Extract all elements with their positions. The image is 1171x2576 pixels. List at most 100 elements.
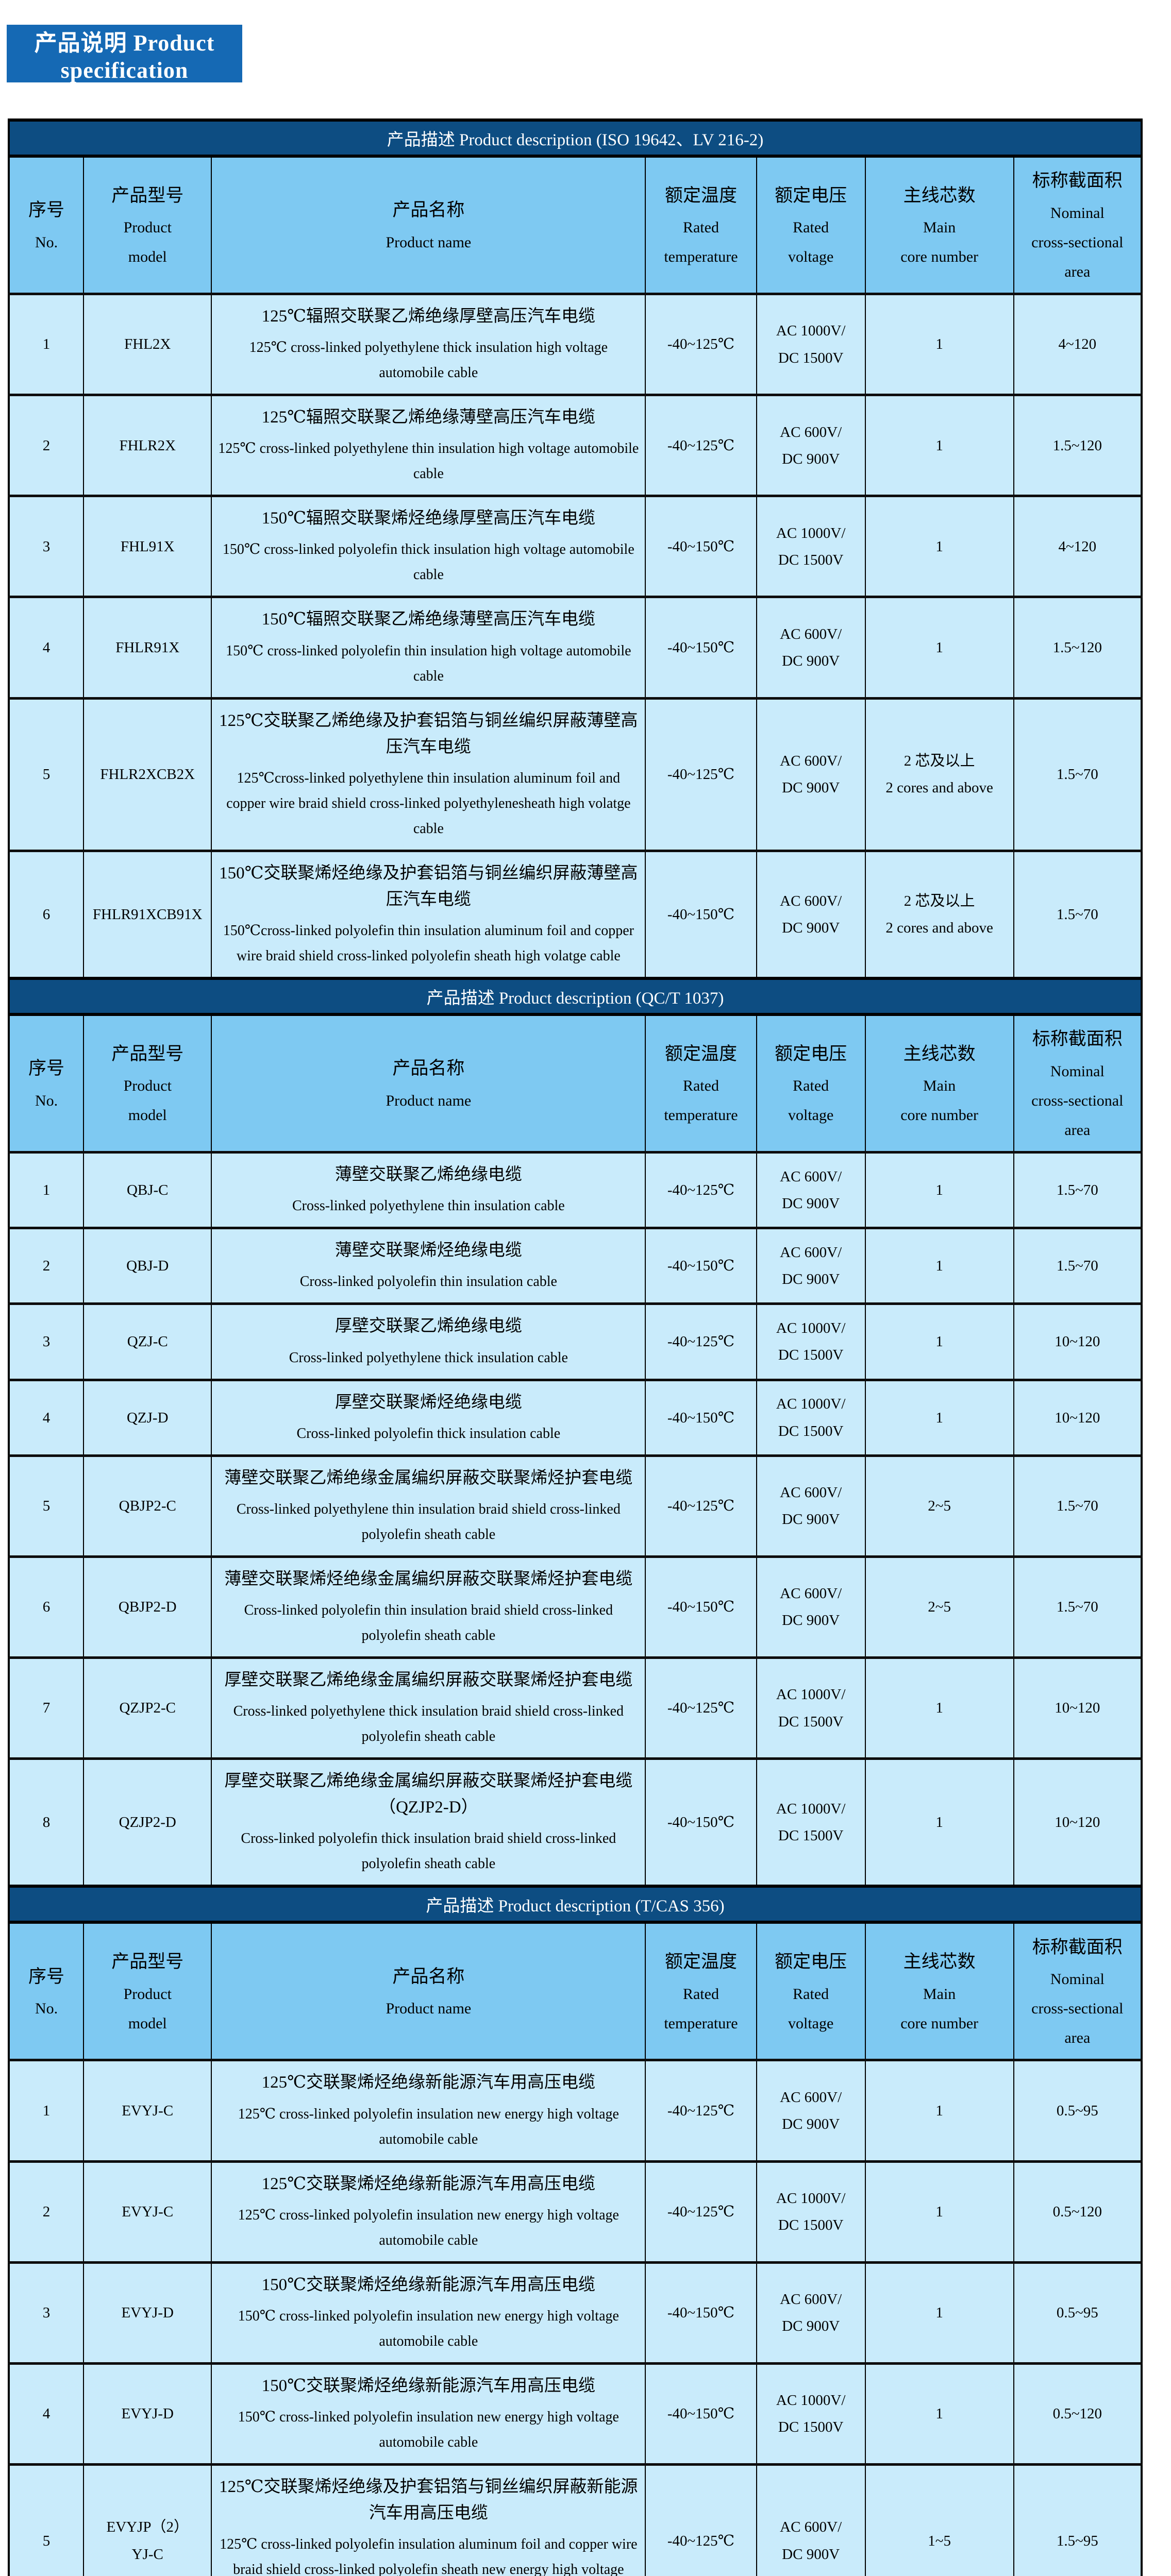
column-header-en: Product model (123, 219, 172, 266)
cell-cores: 1 (864, 2261, 1014, 2365)
product-name-en: Cross-linked polyethylene thin insulatio… (236, 1501, 621, 1543)
cell-temperature: -40~125℃ (645, 1454, 757, 1558)
cell-voltage: AC 600V/ DC 900V (756, 1151, 866, 1230)
column-header: 额定电压 Rated voltage (756, 1014, 866, 1153)
product-name-zh: 150℃辐照交联聚烯烃绝缘厚壁高压汽车电缆 (261, 509, 596, 528)
column-header: 额定温度 Rated temperature (645, 1014, 757, 1153)
table-row: 5 EVYJP（2） YJ-C 125℃交联聚烯烃绝缘及护套铝箔与铜丝编织屏蔽新能源… (8, 2463, 1143, 2576)
cell-name: 125℃辐照交联聚乙烯绝缘薄壁高压汽车电缆 125℃ cross-linked p… (211, 394, 646, 498)
column-header: 标称截面积 Nominal cross-sectional area (1013, 156, 1143, 295)
cell-name: 厚壁交联聚乙烯绝缘电缆 Cross-linked polyethylene thi… (211, 1302, 646, 1381)
cell-voltage: AC 600V/ DC 900V (756, 394, 866, 498)
cell-name: 125℃交联聚烯烃绝缘新能源汽车用高压电缆 125℃ cross-linked p… (211, 2059, 646, 2163)
cell-temperature: -40~150℃ (645, 596, 757, 700)
cell-cores: 1 (864, 2160, 1014, 2264)
column-header-en: Rated temperature (664, 1985, 738, 2032)
cell-temperature: -40~150℃ (645, 2261, 757, 2365)
cell-model: FHLR2X (83, 394, 212, 498)
cell-no: 8 (8, 1757, 85, 1888)
table-row: 2 EVYJ-C 125℃交联聚烯烃绝缘新能源汽车用高压电缆 125℃ cross-l… (8, 2160, 1143, 2264)
column-header: 产品名称 Product name (211, 156, 646, 295)
cell-name: 150℃交联聚烯烃绝缘新能源汽车用高压电缆 150℃ cross-linked p… (211, 2362, 646, 2466)
column-header-en: Main core number (900, 219, 978, 266)
table-row: 6 QBJP2-D 薄壁交联聚烯烃绝缘金属编织屏蔽交联聚烯烃护套电缆 Cross-li… (8, 1555, 1143, 1659)
cell-name: 150℃交联聚烯烃绝缘及护套铝箔与铜丝编织屏蔽薄壁高压汽车电缆 150℃cross… (211, 849, 646, 980)
cell-no: 1 (8, 1151, 85, 1230)
cell-area: 0.5~95 (1013, 2261, 1143, 2365)
cell-model: QBJP2-D (83, 1555, 212, 1659)
cell-no: 4 (8, 596, 85, 700)
cell-model: FHLR91XCB91X (83, 849, 212, 980)
column-header: 额定电压 Rated voltage (756, 1922, 866, 2061)
cell-name: 薄壁交联聚烯烃绝缘金属编织屏蔽交联聚烯烃护套电缆 Cross-linked pol… (211, 1555, 646, 1659)
cell-cores: 1 (864, 292, 1014, 397)
cell-name: 薄壁交联聚烯烃绝缘电缆 Cross-linked polyolefin thin … (211, 1227, 646, 1306)
cell-area: 0.5~120 (1013, 2362, 1143, 2466)
cell-model: QBJP2-C (83, 1454, 212, 1558)
cell-temperature: -40~150℃ (645, 849, 757, 980)
product-name-zh: 150℃辐照交联聚乙烯绝缘薄壁高压汽车电缆 (261, 610, 596, 629)
cell-model: EVYJ-D (83, 2261, 212, 2365)
cell-voltage: AC 1000V/ DC 1500V (756, 1656, 866, 1760)
cell-cores: 1 (864, 1656, 1014, 1760)
product-spec-tables: 产品描述 Product description (ISO 19642、LV 2… (8, 118, 1143, 2576)
cell-name: 125℃辐照交联聚乙烯绝缘厚壁高压汽车电缆 125℃ cross-linked p… (211, 292, 646, 397)
cell-name: 150℃辐照交联聚烯烃绝缘厚壁高压汽车电缆 150℃ cross-linked p… (211, 495, 646, 599)
cell-voltage: AC 600V/ DC 900V (756, 2463, 866, 2576)
column-header: 产品型号 Product model (83, 1014, 212, 1153)
cell-voltage: AC 1000V/ DC 1500V (756, 1757, 866, 1888)
cell-model: QBJ-D (83, 1227, 212, 1306)
column-header: 主线芯数 Main core number (864, 1014, 1014, 1153)
cell-no: 2 (8, 1227, 85, 1306)
column-header-zh: 标称截面积 (1032, 1937, 1123, 1957)
cell-voltage: AC 600V/ DC 900V (756, 697, 866, 852)
cell-model: FHL91X (83, 495, 212, 599)
product-name-en: Cross-linked polyolefin thick insulation… (296, 1425, 561, 1442)
column-header-zh: 序号 (28, 1058, 65, 1079)
table-row: 2 QBJ-D 薄壁交联聚烯烃绝缘电缆 Cross-linked polyolefin… (8, 1227, 1143, 1306)
cell-no: 3 (8, 1302, 85, 1381)
cell-no: 4 (8, 2362, 85, 2466)
column-header-zh: 产品名称 (392, 1058, 465, 1079)
cell-area: 1.5~95 (1013, 2463, 1143, 2576)
cell-voltage: AC 1000V/ DC 1500V (756, 1378, 866, 1457)
cell-model: EVYJ-D (83, 2362, 212, 2466)
column-header-zh: 额定温度 (664, 1043, 737, 1064)
cell-cores: 1 (864, 1757, 1014, 1888)
cell-no: 3 (8, 495, 85, 599)
cell-name: 厚壁交联聚乙烯绝缘金属编织屏蔽交联聚烯烃护套电缆 Cross-linked pol… (211, 1656, 646, 1760)
cell-no: 2 (8, 394, 85, 498)
cell-temperature: -40~150℃ (645, 1757, 757, 1888)
cell-voltage: AC 600V/ DC 900V (756, 1555, 866, 1659)
product-name-zh: 150℃交联聚烯烃绝缘新能源汽车用高压电缆 (261, 2376, 596, 2395)
product-name-en: 150℃ cross-linked polyolefin insulation … (238, 2409, 619, 2450)
column-header-zh: 产品型号 (111, 1952, 184, 1972)
product-name-en: Cross-linked polyethylene thick insulati… (289, 1349, 568, 1366)
section-title: 产品描述 Product description (ISO 19642、LV 2… (8, 118, 1142, 158)
cell-area: 1.5~70 (1013, 1454, 1143, 1558)
cell-model: QZJP2-C (83, 1656, 212, 1760)
cell-no: 7 (8, 1656, 85, 1760)
product-name-en: 150℃ cross-linked polyolefin insulation … (238, 2308, 619, 2349)
product-name-en: 125℃ cross-linked polyolefin insulation … (238, 2106, 619, 2147)
product-name-en: 125℃ cross-linked polyethylene thin insu… (218, 440, 639, 482)
page-title: 产品说明 Product specification (7, 25, 242, 83)
cell-no: 4 (8, 1378, 85, 1457)
column-header: 序号 No. (8, 1922, 85, 2061)
column-header-en: Product model (123, 1077, 172, 1124)
section-title: 产品描述 Product description (T/CAS 356) (8, 1885, 1142, 1924)
column-header-en: Main core number (900, 1077, 978, 1124)
cell-model: EVYJP（2） YJ-C (83, 2463, 212, 2576)
cell-area: 10~120 (1013, 1302, 1143, 1381)
cell-area: 1.5~70 (1013, 697, 1143, 852)
cell-area: 1.5~120 (1013, 394, 1143, 498)
cell-cores: 1 (864, 1302, 1014, 1381)
column-header-zh: 产品名称 (392, 1966, 465, 1987)
column-header-row: 序号 No. 产品型号 Product model 产品名称 Product name 额定… (8, 156, 1143, 295)
column-header-en: Main core number (900, 1985, 978, 2032)
product-name-en: 125℃ cross-linked polyolefin insulation … (238, 2207, 619, 2248)
table-row: 8 QZJP2-D 厚壁交联聚乙烯绝缘金属编织屏蔽交联聚烯烃护套电缆（QZJP2-D… (8, 1757, 1143, 1888)
cell-temperature: -40~125℃ (645, 1302, 757, 1381)
column-header: 序号 No. (8, 1014, 85, 1153)
